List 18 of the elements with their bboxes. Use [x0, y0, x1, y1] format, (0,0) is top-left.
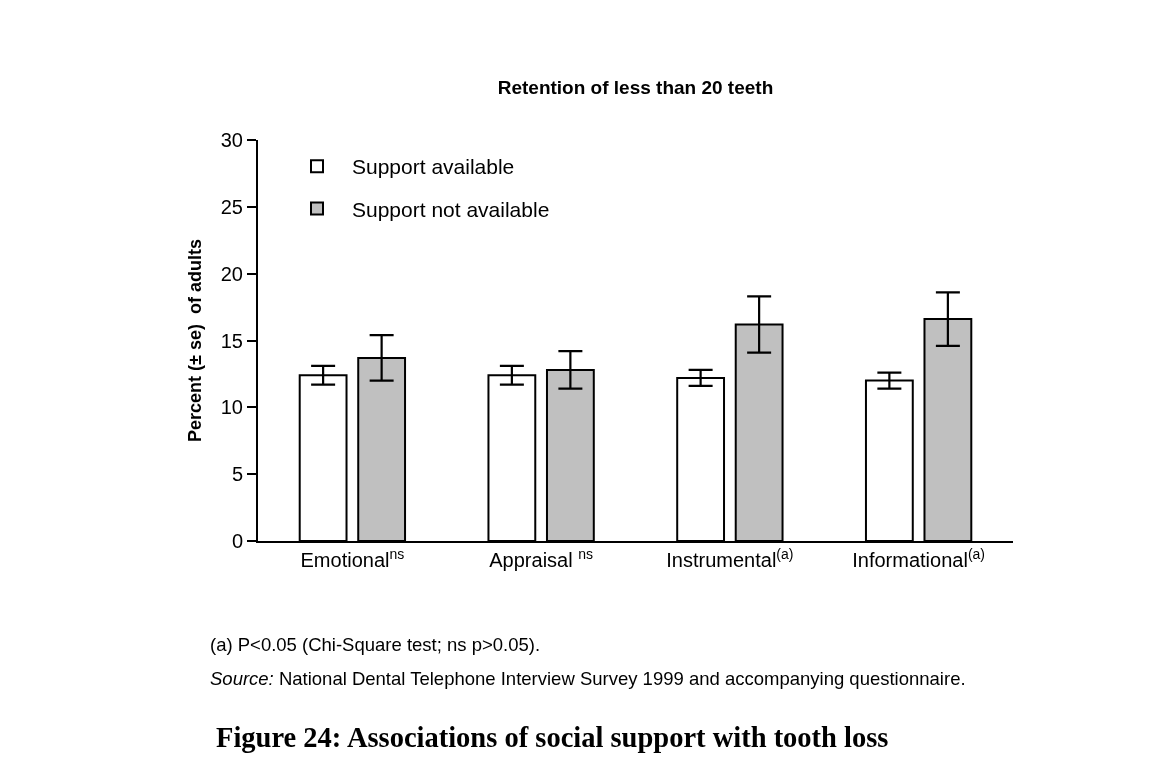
y-tick-label: 30	[220, 129, 243, 151]
legend-label: Support not available	[352, 197, 550, 221]
y-tick-label: 0	[231, 530, 243, 552]
y-tick-label: 5	[231, 463, 243, 486]
x-tick-label: Instrumental$^{(a)}$	[666, 545, 794, 571]
source-note: Source: National Dental Telephone Interview Survey 1999 and accompanying questionnaire.	[210, 668, 966, 689]
y-tick-label: 20	[220, 262, 243, 285]
x-tick-label: Emotional$^{ns}$	[300, 545, 405, 571]
y-tick-label: 10	[220, 396, 243, 419]
y-tick-label: 25	[220, 195, 243, 218]
caption: Figure 24: Associations of social support with tooth loss	[216, 722, 889, 753]
legend-label: Support available	[352, 155, 515, 179]
text: (a) P<0.05 (Chi-Square test; ns p>0.05).	[210, 634, 541, 655]
x-tick-label: Informational$^{(a)}$	[852, 545, 986, 571]
x-tick-label: Appraisal $^{ns}$	[489, 545, 593, 571]
chart-title: Retention of less than 20 teeth	[497, 76, 774, 98]
y-tick-label: 15	[220, 329, 243, 352]
y-axis-title: Percent (± se) of adults	[185, 239, 206, 442]
